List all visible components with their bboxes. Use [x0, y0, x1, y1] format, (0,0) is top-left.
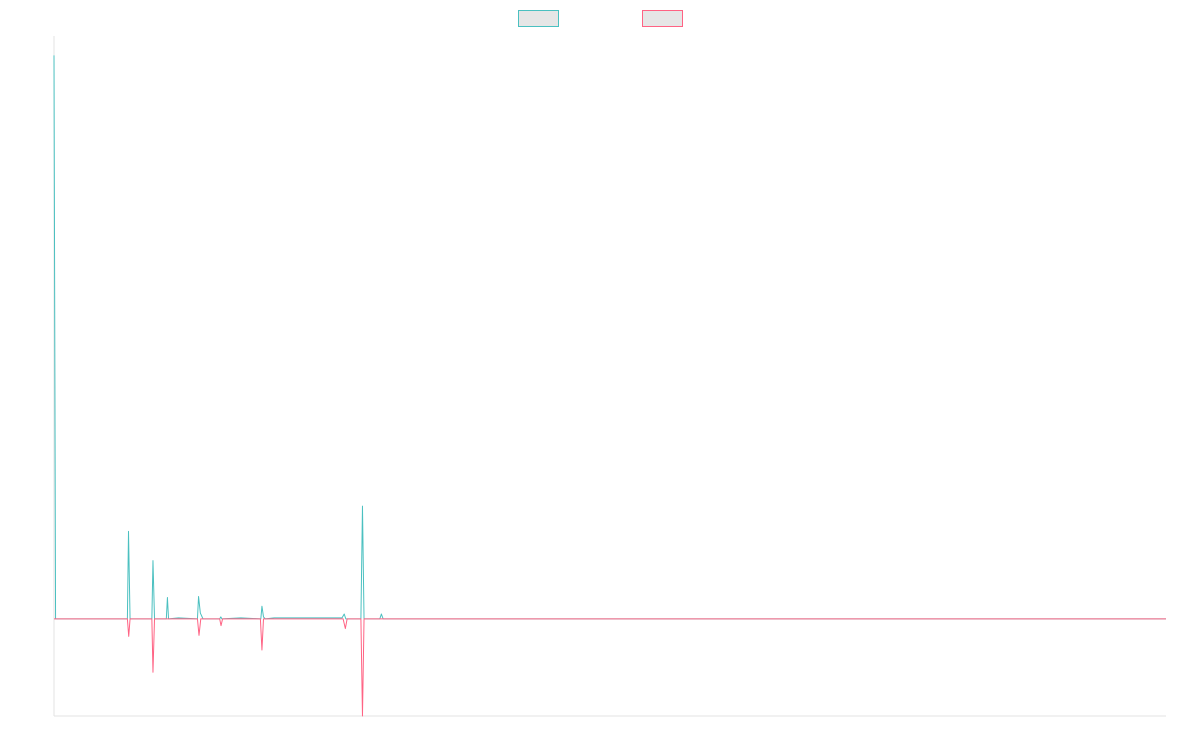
plot-area	[53, 55, 1166, 717]
legend-swatch-2	[642, 10, 683, 27]
axes	[53, 36, 1166, 717]
legend-swatch-1	[518, 10, 559, 27]
series-line-2	[54, 618, 1166, 717]
legend	[518, 10, 683, 27]
series-line-1	[53, 55, 1166, 620]
